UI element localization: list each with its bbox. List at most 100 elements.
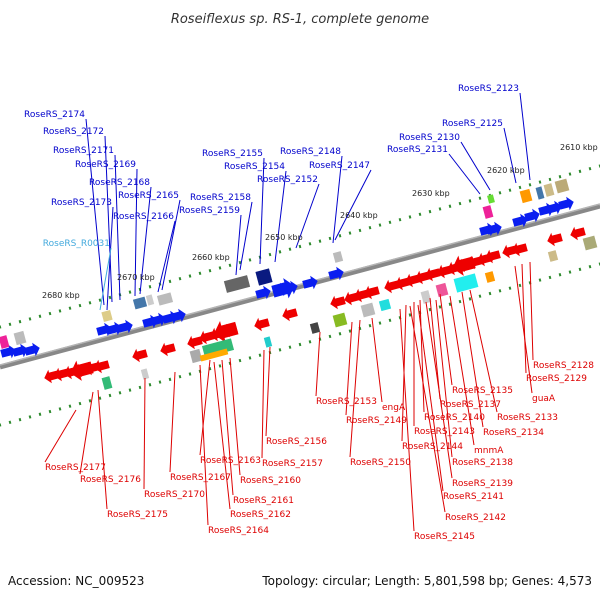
tick-mark xyxy=(38,412,42,416)
leader-line xyxy=(106,206,114,311)
tick-mark xyxy=(558,175,562,179)
leader-line xyxy=(461,291,484,428)
tick-mark xyxy=(268,252,272,257)
tick-mark xyxy=(598,164,600,168)
tick-mark xyxy=(78,401,82,406)
tick-mark xyxy=(248,258,252,262)
tick-mark xyxy=(418,212,422,217)
reverse-gene-label: RoseRS_2145 xyxy=(414,532,475,542)
leader-line xyxy=(161,199,181,291)
tick-mark xyxy=(218,364,222,368)
tick-mark xyxy=(348,329,352,333)
reverse-gene-label: RoseRS_2137 xyxy=(440,400,501,410)
tick-mark xyxy=(88,399,92,403)
tick-mark xyxy=(78,303,82,308)
forward-gene-label: RoseRS_2125 xyxy=(442,119,503,129)
leader-line xyxy=(334,169,372,241)
leader-line xyxy=(99,247,112,311)
tick-mark xyxy=(168,377,172,382)
gene-category-box xyxy=(132,296,148,310)
leader-line xyxy=(435,299,453,458)
forward-gene-arrow xyxy=(12,343,28,358)
gene-category-box xyxy=(547,250,559,262)
tick-mark xyxy=(538,278,542,282)
reverse-gene-label: RoseRS_2163 xyxy=(200,456,261,466)
leader-line xyxy=(345,321,353,416)
tick-mark xyxy=(248,356,252,360)
gene-category-box xyxy=(487,194,495,204)
tick-mark xyxy=(218,266,222,270)
gene-category-box xyxy=(535,186,545,200)
tick-mark xyxy=(238,358,242,363)
tick-mark xyxy=(408,215,412,219)
leader-line xyxy=(349,319,361,458)
forward-gene-label: RoseRS_2165 xyxy=(118,191,179,201)
tick-mark xyxy=(58,309,62,313)
reverse-gene-arrow xyxy=(132,348,148,363)
tick-mark xyxy=(228,263,232,267)
gene-category-box xyxy=(189,348,203,364)
tick-mark xyxy=(8,420,12,425)
leader-line xyxy=(97,389,108,510)
reverse-gene-label: RoseRS_2135 xyxy=(452,386,513,396)
forward-gene-label: RoseRS_2131 xyxy=(387,145,448,155)
gene-category-box xyxy=(145,294,155,306)
gene-category-box xyxy=(543,183,555,197)
reverse-gene-arrow xyxy=(282,307,298,322)
leader-line xyxy=(221,359,234,496)
tick-mark xyxy=(308,340,312,344)
tick-mark xyxy=(88,301,92,305)
tick-mark xyxy=(538,180,542,184)
tick-mark xyxy=(498,289,502,293)
leader-line xyxy=(239,201,253,271)
leader-line xyxy=(79,391,94,475)
tick-mark xyxy=(278,348,282,352)
reverse-gene-label: RoseRS_2150 xyxy=(350,458,411,468)
tick-mark xyxy=(508,188,512,192)
tick-mark xyxy=(468,199,472,203)
tick-mark xyxy=(368,226,372,230)
tick-mark xyxy=(168,279,172,284)
gene-category-box xyxy=(582,235,598,251)
tick-mark xyxy=(58,407,62,411)
leader-line xyxy=(371,317,383,403)
forward-gene-label: RoseRS_2130 xyxy=(399,133,460,143)
reverse-gene-label: RoseRS_2157 xyxy=(262,459,323,469)
tick-mark xyxy=(278,250,282,254)
backbone xyxy=(0,203,600,370)
forward-gene-arrow xyxy=(328,266,344,281)
tick-mark xyxy=(398,217,402,222)
gene-category-box xyxy=(255,268,273,286)
tick-mark xyxy=(128,388,132,392)
tick-mark xyxy=(588,166,592,171)
leader-line xyxy=(169,371,176,473)
forward-gene-arrow xyxy=(524,208,540,223)
gene-category-box xyxy=(101,310,113,322)
reverse-gene-arrow xyxy=(160,342,176,357)
tick-mark xyxy=(568,172,572,176)
tick-mark xyxy=(8,322,12,327)
backbone-highlight xyxy=(0,203,600,366)
gene-category-box xyxy=(223,275,251,293)
topology-label: Topology: circular; Length: 5,801,598 bp… xyxy=(261,574,592,588)
leader-line xyxy=(521,263,527,374)
scale-label: 2640 kbp xyxy=(340,211,378,220)
gene-labels: RoseRS_2123 RoseRS_2125 RoseRS_2130 RoseRS_… xyxy=(24,84,594,542)
reverse-gene-arrow xyxy=(330,295,346,310)
reverse-gene-label: RoseRS_2164 xyxy=(208,526,269,536)
reverse-gene-label: RoseRS_2129 xyxy=(526,374,587,384)
forward-gene-arrow xyxy=(486,221,502,236)
tick-mark xyxy=(328,334,332,339)
reverse-gene-arrow xyxy=(199,330,215,345)
forward-gene-arrow xyxy=(546,200,562,215)
reverse-gene-label: RoseRS_2170 xyxy=(144,490,205,500)
forward-gene-arrow xyxy=(0,344,16,359)
forward-gene-arrow xyxy=(558,196,574,211)
tick-mark xyxy=(378,321,382,325)
leader-line xyxy=(519,92,531,181)
reverse-gene-arrow xyxy=(254,317,270,332)
tick-mark xyxy=(38,314,42,318)
scale-label: 2620 kbp xyxy=(487,166,525,175)
leader-line xyxy=(417,304,444,492)
reverse-gene-arrow xyxy=(425,267,441,282)
